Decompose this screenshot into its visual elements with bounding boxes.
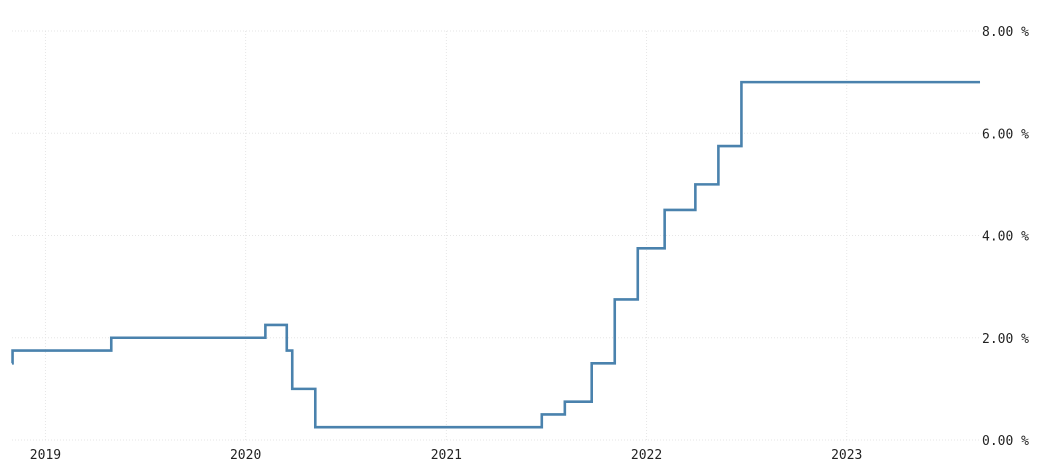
- x-axis: 2019 2020 2021 2022 2023: [30, 448, 863, 463]
- y-tick-label: 4.00 %: [982, 230, 1029, 245]
- chart-grid: [12, 30, 980, 441]
- y-tick-label: 6.00 %: [982, 127, 1029, 142]
- y-tick-label: 0.00 %: [982, 434, 1029, 449]
- x-tick-label: 2019: [30, 448, 61, 463]
- x-tick-label: 2023: [831, 448, 862, 463]
- x-tick-label: 2020: [230, 448, 261, 463]
- y-axis: 0.00 % 2.00 % 4.00 % 6.00 % 8.00 %: [982, 25, 1029, 449]
- y-tick-label: 2.00 %: [982, 332, 1029, 347]
- series-line: [11, 80, 980, 429]
- x-tick-label: 2021: [431, 448, 462, 463]
- series-group: [11, 80, 981, 429]
- x-tick-label: 2022: [631, 448, 662, 463]
- y-tick-label: 8.00 %: [982, 25, 1029, 40]
